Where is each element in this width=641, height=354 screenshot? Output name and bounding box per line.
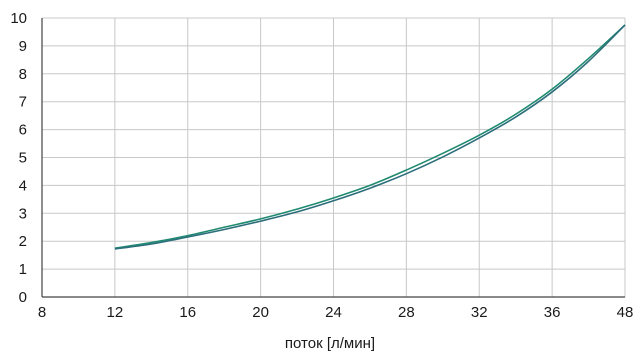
y-tick-label: 8 bbox=[19, 66, 27, 83]
y-tick-label: 2 bbox=[19, 233, 27, 250]
x-tick-label: 28 bbox=[398, 304, 415, 321]
y-tick-label: 1 bbox=[19, 261, 27, 278]
y-tick-label: 4 bbox=[19, 177, 27, 194]
x-tick-label: 12 bbox=[107, 304, 124, 321]
x-tick-label: 8 bbox=[38, 304, 46, 321]
axes bbox=[41, 18, 625, 298]
x-tick-label: 32 bbox=[471, 304, 488, 321]
y-tick-label: 3 bbox=[19, 205, 27, 222]
series-line-1 bbox=[114, 24, 626, 249]
y-tick-label: 5 bbox=[19, 150, 27, 167]
y-tick-label: 6 bbox=[19, 122, 27, 139]
x-tick-label: 48 bbox=[617, 304, 634, 321]
x-axis-label: поток [л/мин] bbox=[285, 335, 375, 352]
series-line-2 bbox=[114, 24, 626, 250]
x-tick-label: 16 bbox=[179, 304, 196, 321]
y-tick-label: 7 bbox=[19, 94, 27, 111]
y-tick-label: 10 bbox=[10, 10, 27, 27]
grid bbox=[42, 17, 626, 297]
x-tick-label: 36 bbox=[544, 304, 561, 321]
series-layer bbox=[114, 24, 626, 250]
y-tick-label: 9 bbox=[19, 38, 27, 55]
x-tick-label: 24 bbox=[325, 304, 342, 321]
y-tick-label: 0 bbox=[19, 289, 27, 306]
x-tick-label: 20 bbox=[252, 304, 269, 321]
